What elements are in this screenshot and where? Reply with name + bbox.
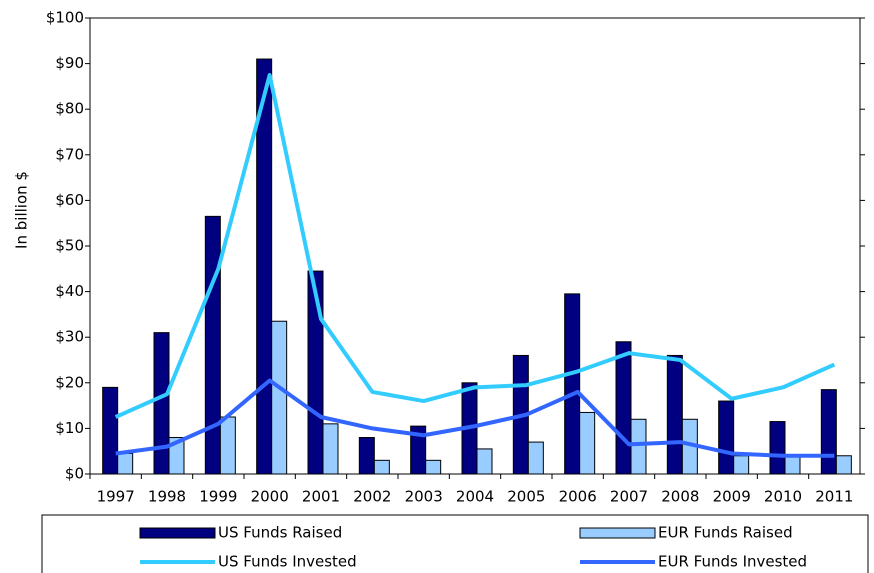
y-tick-label: $50 [55,237,84,255]
bar [564,293,581,475]
legend-swatch [579,527,656,539]
legend-label: EUR Funds Invested [658,553,807,571]
bar [666,354,683,475]
legend-swatch [139,527,216,539]
x-tick-label: 2007 [610,488,648,506]
legend-label: US Funds Invested [218,553,357,571]
bar [358,437,375,475]
bar [476,448,493,475]
bar [153,332,170,475]
bar [373,459,390,475]
y-tick-label: $40 [55,282,84,300]
x-tick-label: 2001 [302,488,340,506]
x-tick-label: 2010 [764,488,802,506]
bar [733,455,750,475]
y-tick-label: $0 [65,465,84,483]
y-tick-label: $10 [55,419,84,437]
y-tick-label: $70 [55,145,84,163]
y-tick-label: $20 [55,373,84,391]
legend-box [41,514,869,573]
bar [271,320,288,475]
bar [769,421,786,475]
bar [820,389,837,475]
bar [322,423,339,475]
bar [784,455,801,475]
bar [410,425,427,475]
y-tick-label: $30 [55,328,84,346]
x-tick-label: 2002 [353,488,391,506]
bar [102,386,119,475]
bar [168,437,185,475]
bar [718,400,735,475]
y-tick-label: $100 [46,9,84,27]
x-tick-label: 2005 [507,488,545,506]
bar [204,215,221,475]
y-tick-label: $80 [55,100,84,118]
y-axis-label: In billion $ [13,171,31,249]
bar [219,416,236,475]
x-tick-label: 2006 [559,488,597,506]
x-tick-label: 2011 [815,488,853,506]
x-tick-label: 1999 [199,488,237,506]
x-tick-label: 2004 [456,488,494,506]
x-tick-label: 1998 [148,488,186,506]
legend-label: EUR Funds Raised [658,524,793,542]
bar [256,58,273,475]
bar [425,459,442,475]
bar [527,441,544,475]
x-tick-label: 2009 [713,488,751,506]
x-tick-label: 2000 [251,488,289,506]
bar [117,452,134,475]
x-tick-label: 2008 [661,488,699,506]
bar [579,411,596,475]
bar [835,455,852,475]
bar [307,270,324,475]
legend-label: US Funds Raised [218,524,342,542]
y-tick-label: $90 [55,54,84,72]
line [114,73,836,419]
y-tick-label: $60 [55,191,84,209]
line [115,378,835,458]
x-tick-label: 1997 [97,488,135,506]
x-tick-label: 2003 [405,488,443,506]
bar [615,341,632,475]
bar [630,418,647,475]
